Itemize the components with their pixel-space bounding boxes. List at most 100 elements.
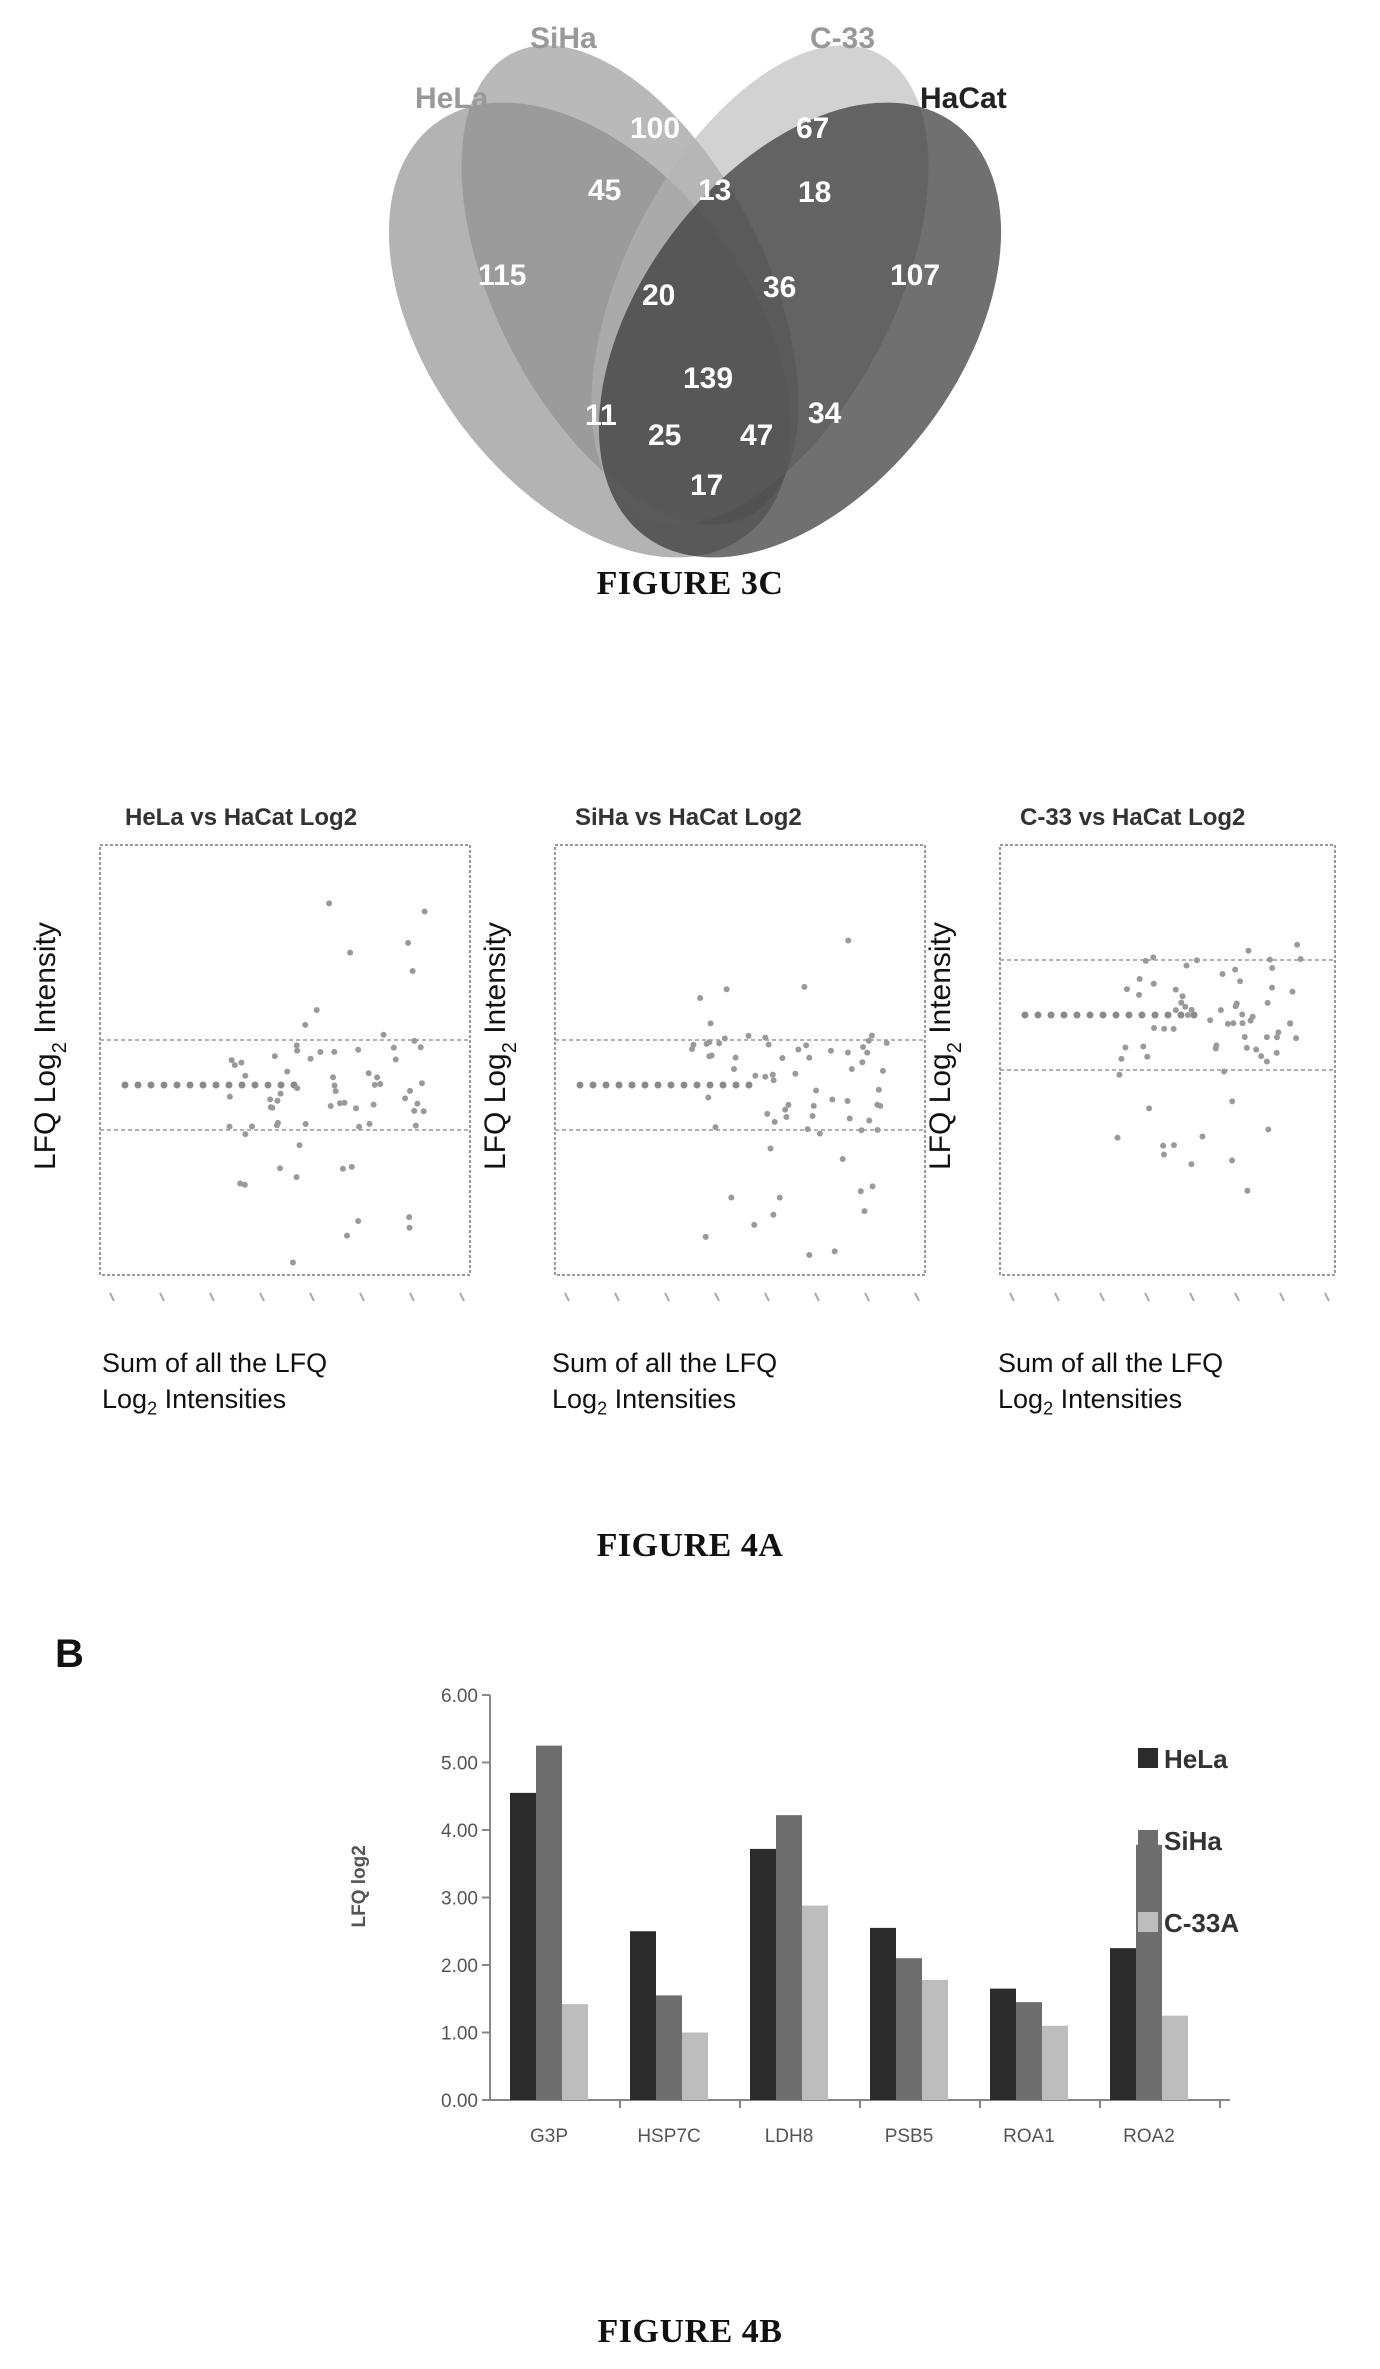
scatter-point xyxy=(1239,1011,1246,1018)
scatter-point xyxy=(865,1037,872,1044)
scatter-point xyxy=(804,1126,811,1133)
scatter-point xyxy=(421,908,428,915)
scatter-point xyxy=(762,1073,769,1080)
x-tick xyxy=(359,1292,365,1302)
x-tick-label: ROA1 xyxy=(1003,2126,1055,2147)
scatter-point xyxy=(1161,1025,1168,1032)
scatter-point xyxy=(1136,991,1143,998)
scatter-point xyxy=(877,1102,884,1109)
scatter-point xyxy=(1237,978,1244,985)
y-axis-label: LFQ Log2 Intensity xyxy=(29,922,71,1170)
scatter-point xyxy=(241,1181,248,1188)
legend-swatch xyxy=(1138,1912,1158,1932)
scatter-point xyxy=(1114,1134,1121,1141)
scatter-point xyxy=(277,1165,284,1172)
scatter-point xyxy=(751,1221,758,1228)
bar-siha-roa2 xyxy=(1136,1844,1162,2100)
legend-label: C-33A xyxy=(1164,1908,1239,1938)
scatter-point xyxy=(147,1081,155,1089)
legend-label: HeLa xyxy=(1164,1744,1228,1774)
scatter-point xyxy=(1188,1161,1195,1168)
scatter-point xyxy=(1160,1142,1167,1149)
scatter-point xyxy=(765,1041,772,1048)
scatter-point xyxy=(134,1081,142,1089)
x-tick xyxy=(409,1292,415,1302)
bar-c-33a-psb5 xyxy=(922,1979,948,2100)
scatter-point xyxy=(1232,966,1239,973)
x-tick-label: ROA2 xyxy=(1123,2126,1175,2147)
bar-siha-roa1 xyxy=(1016,2002,1042,2100)
venn-count: 107 xyxy=(890,259,940,292)
y-tick-label: 6.00 xyxy=(441,1686,478,1707)
scatter-point xyxy=(1230,1020,1237,1027)
x-tick xyxy=(1054,1292,1060,1302)
scatter-point xyxy=(712,1124,719,1131)
bar-hela-ldh8 xyxy=(750,1848,776,2100)
scatter-point xyxy=(857,1188,864,1195)
scatter-point xyxy=(390,1044,397,1051)
scatter-point xyxy=(1212,1045,1219,1052)
scatter-point xyxy=(839,1156,846,1163)
bar-c-33a-hsp7c xyxy=(682,2032,708,2100)
scatter-point xyxy=(628,1081,636,1089)
scatter-point xyxy=(1184,1011,1191,1018)
venn-count: 11 xyxy=(585,399,617,432)
scatter-point xyxy=(859,1059,866,1066)
scatter-point xyxy=(160,1081,168,1089)
scatter-panel-3: C-33 vs HaCat Log2 LFQ Log2 Intensity xyxy=(924,804,1336,1302)
scatter-point xyxy=(1182,1003,1189,1010)
scatter-point xyxy=(411,1037,418,1044)
x-tick xyxy=(664,1292,670,1302)
scatter-point xyxy=(1047,1011,1055,1019)
x-tick xyxy=(714,1292,720,1302)
y-axis-label: LFQ log2 xyxy=(349,1845,370,1927)
scatter-point xyxy=(406,1214,413,1221)
scatter-panel-1: HeLa vs HaCat Log2 LFQ Log2 Intensity xyxy=(29,804,471,1302)
panel-title: C-33 vs HaCat Log2 xyxy=(1020,804,1245,831)
scatter-point xyxy=(1233,1000,1240,1007)
scatter-point xyxy=(1287,1020,1294,1027)
x-tick-label: G3P xyxy=(530,2126,568,2147)
scatter-point xyxy=(1269,984,1276,991)
bar-siha-ldh8 xyxy=(776,1815,802,2100)
panel-letter-b: B xyxy=(55,1632,84,1676)
x-tick xyxy=(109,1292,115,1302)
scatter-point xyxy=(237,1180,244,1187)
scatter-point xyxy=(1151,1011,1159,1019)
scatter-point xyxy=(680,1081,688,1089)
scatter-point xyxy=(289,1259,296,1266)
venn-count: 20 xyxy=(642,279,675,312)
scatter-point xyxy=(693,1081,701,1089)
x-axis-label-3: Sum of all the LFQ Log2 Intensities xyxy=(998,1348,1224,1419)
scatter-point xyxy=(228,1057,235,1064)
scatter-point xyxy=(294,1047,301,1054)
x-tick xyxy=(864,1292,870,1302)
scatter-point xyxy=(1244,1187,1251,1194)
scatter-point xyxy=(1034,1011,1042,1019)
scatter-point xyxy=(764,1110,771,1117)
scatter-point xyxy=(121,1081,129,1089)
scatter-point xyxy=(874,1127,881,1134)
x-tick xyxy=(209,1292,215,1302)
scatter-point xyxy=(274,1119,281,1126)
scatter-point xyxy=(641,1081,649,1089)
scatter-point xyxy=(1178,999,1185,1006)
x-tick xyxy=(614,1292,620,1302)
scatter-point xyxy=(344,1232,351,1239)
x-tick xyxy=(564,1292,570,1302)
scatter-point xyxy=(810,1102,817,1109)
scatter-point xyxy=(1269,965,1276,972)
scatter-point xyxy=(374,1074,381,1081)
scatter-point xyxy=(1146,1105,1153,1112)
scatter-point xyxy=(313,1007,320,1014)
scatter-point xyxy=(380,1031,387,1038)
bar-c-33a-roa2 xyxy=(1162,2015,1188,2100)
bar-siha-g3p xyxy=(536,1745,562,2100)
scatter-point xyxy=(745,1081,753,1089)
scatter-point xyxy=(576,1081,584,1089)
bar-c-33a-roa1 xyxy=(1042,2025,1068,2100)
scatter-point xyxy=(1142,957,1149,964)
venn-count: 45 xyxy=(588,174,621,207)
bar-hela-roa2 xyxy=(1110,1948,1136,2100)
scatter-point xyxy=(271,1053,278,1060)
